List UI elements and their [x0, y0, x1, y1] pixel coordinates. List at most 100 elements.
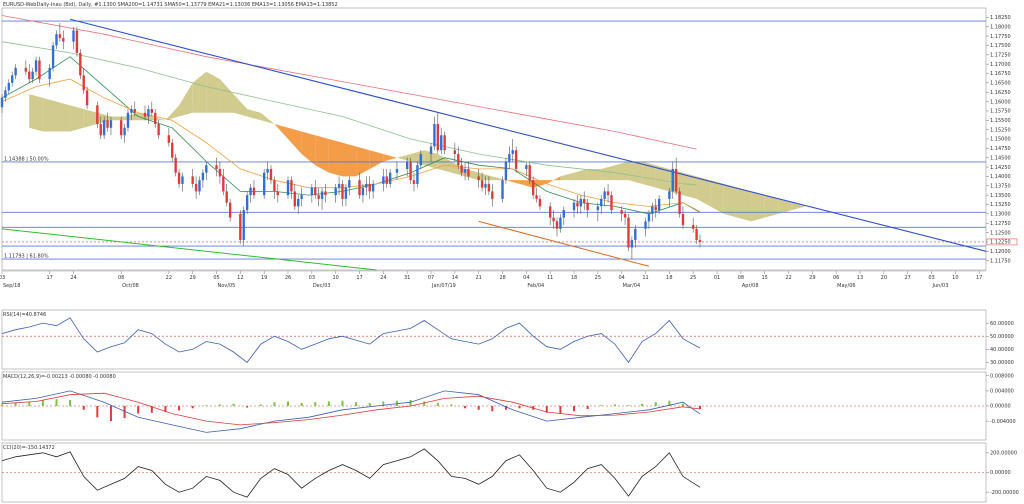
candle-body	[320, 191, 324, 199]
price-tick-label: 1.14250	[990, 165, 1011, 171]
channel-lower-line	[478, 220, 650, 267]
candle-body	[215, 165, 218, 169]
date-tick-label: 01	[714, 275, 720, 281]
date-tick-label: 24	[380, 275, 386, 281]
candle-body	[691, 225, 695, 229]
candle-body	[484, 183, 487, 188]
candle-body	[457, 153, 460, 166]
cloud-segment	[56, 101, 71, 132]
macd-histogram-bar	[477, 406, 480, 410]
indicator-tick-label: 60.00000	[990, 321, 1014, 327]
indicator-tick-label: 0.00000	[990, 404, 1011, 410]
date-tick-label: 15	[761, 275, 767, 281]
candle-body	[491, 191, 494, 199]
month-label: Mar/04	[623, 283, 640, 289]
price-tick-label: 1.16500	[990, 81, 1011, 87]
indicator-tick-label: 0.004000	[990, 389, 1014, 395]
date-axis: 03 17 24 08 22 29 05 12 19 26 03 10 17 24 31 07 14 21 28 04…	[0, 271, 982, 289]
candle-body	[467, 168, 470, 177]
candle-body	[245, 195, 249, 211]
candle-body	[460, 165, 463, 173]
macd-histogram-bar	[327, 401, 330, 406]
candle-body	[409, 161, 412, 181]
candle-body	[109, 120, 113, 128]
candle-body	[119, 120, 123, 136]
date-tick-label: 17	[356, 275, 362, 281]
date-tick-label: 12	[237, 275, 243, 281]
candle-body	[552, 217, 555, 222]
candle-body	[511, 150, 514, 154]
date-tick-label: 25	[595, 275, 601, 281]
macd-histogram-bar	[259, 404, 262, 406]
candle-body	[28, 71, 31, 80]
candle-body	[429, 146, 433, 154]
candle-body	[297, 198, 300, 207]
candle-body	[324, 191, 327, 196]
date-tick-label: 22	[166, 275, 172, 281]
candle-body	[416, 165, 419, 184]
macd-histogram-bar	[559, 406, 562, 414]
candle-body	[671, 168, 674, 192]
cloud-segment	[723, 183, 738, 218]
candle-body	[198, 180, 201, 192]
macd-histogram-bar	[504, 406, 507, 410]
candle-body	[51, 45, 55, 68]
cloud-segment	[642, 161, 656, 188]
candle-body	[276, 191, 279, 196]
candle-body	[433, 124, 436, 147]
candle-body	[82, 75, 85, 91]
candle-body	[583, 198, 586, 203]
macd-histogram-bar	[41, 399, 44, 406]
candle-body	[130, 109, 133, 113]
macd-histogram-bar	[314, 402, 317, 406]
macd-histogram-bar	[573, 406, 576, 412]
price-tick-label: 1.13000	[990, 212, 1011, 218]
cloud-segment	[778, 198, 792, 214]
descending-trendline	[69, 18, 987, 252]
macd-histogram-bar	[613, 404, 616, 406]
candle-body	[242, 210, 245, 241]
price-tick-label: 1.14000	[990, 174, 1011, 180]
trendlines	[1, 18, 987, 271]
price-tick-label: 1.15000	[990, 137, 1011, 143]
macd-histogram-bar	[69, 399, 72, 406]
candles	[0, 22, 702, 259]
month-label: Sep/18	[3, 283, 20, 289]
candle-body	[205, 165, 208, 173]
candle-body	[368, 183, 371, 192]
price-axis: 1.18250 1.18000 1.17750 1.17500 1.17250 1.170…	[986, 15, 1018, 264]
macd-histogram-bar	[518, 406, 521, 409]
date-tick-label: 25	[690, 275, 696, 281]
cloud-segment	[301, 131, 316, 166]
cloud-segment	[655, 165, 670, 192]
cloud-segment	[42, 97, 57, 132]
candle-body	[75, 30, 79, 53]
fib-levels: 1.14388 | 50.00% 1.11793 | 61.80%	[2, 20, 986, 260]
cloud-segment	[710, 180, 724, 214]
sma200-line	[1, 15, 697, 150]
candle-body	[58, 34, 62, 38]
indicator-tick-label: 50.00000	[990, 334, 1014, 340]
cloud-segment	[206, 71, 220, 113]
cloud-segment	[192, 71, 207, 113]
candle-body	[222, 176, 225, 192]
macd-histogram-bar	[627, 405, 630, 406]
rsi-line	[1, 317, 701, 364]
date-tick-label: 18	[571, 275, 577, 281]
candle-body	[102, 120, 106, 136]
date-tick-label: 11	[642, 275, 648, 281]
candle-body	[239, 213, 242, 241]
current-price-box	[986, 238, 1018, 246]
candle-body	[123, 127, 126, 136]
candle-body	[310, 187, 314, 196]
macd-histogram-bar	[382, 401, 385, 406]
macd-histogram-bar	[273, 402, 276, 406]
rsi-title: RSI(14)=40.8746	[3, 312, 46, 318]
indicator-tick-label: 40.00000	[990, 347, 1014, 353]
date-tick-label: 04	[618, 275, 624, 281]
candle-body	[126, 112, 130, 128]
date-tick-label: 07	[428, 275, 434, 281]
candle-body	[96, 105, 99, 125]
date-tick-label: 10	[952, 275, 958, 281]
